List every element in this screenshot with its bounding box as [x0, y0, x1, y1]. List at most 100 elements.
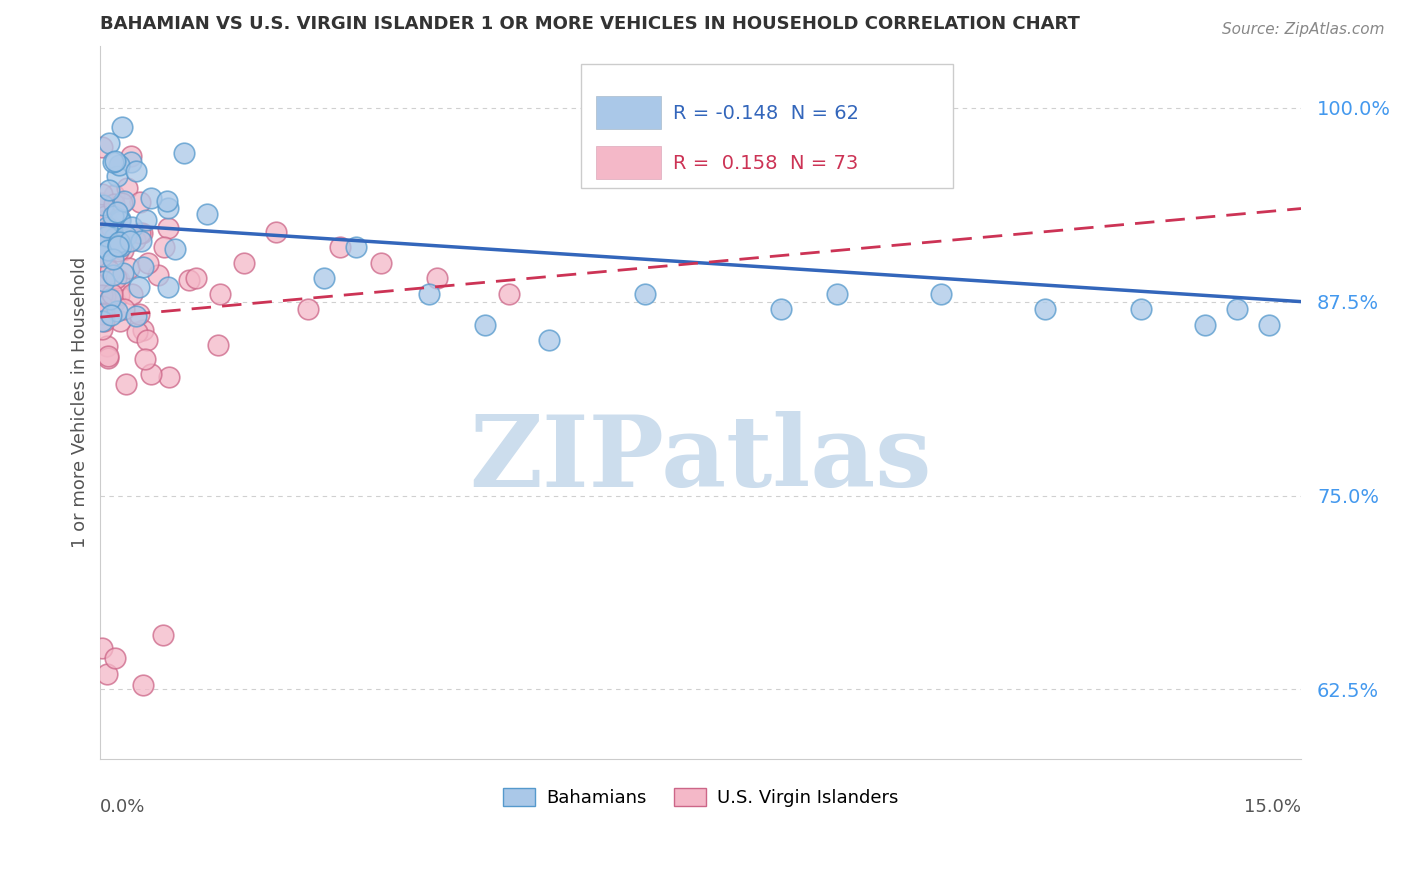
Point	[93, 233, 115, 247]
Text: R =  0.158  N = 73: R = 0.158 N = 73	[673, 154, 858, 173]
Point	[96, 229, 118, 244]
Point	[104, 294, 127, 309]
Y-axis label: 1 or more Vehicles in Household: 1 or more Vehicles in Household	[72, 257, 89, 548]
Point	[91, 198, 114, 212]
Point	[128, 279, 150, 293]
Point	[141, 191, 163, 205]
Point	[138, 256, 160, 270]
Point	[135, 213, 157, 227]
Point	[120, 155, 142, 169]
Point	[103, 238, 125, 252]
Text: R = -0.148  N = 62: R = -0.148 N = 62	[673, 104, 859, 123]
Point	[97, 351, 120, 366]
Point	[209, 286, 232, 301]
Point	[825, 286, 848, 301]
Point	[346, 240, 368, 254]
Point	[111, 243, 134, 257]
FancyBboxPatch shape	[581, 63, 953, 188]
FancyBboxPatch shape	[596, 96, 661, 129]
Point	[111, 196, 134, 211]
Point	[118, 261, 141, 276]
Point	[115, 376, 138, 391]
Point	[108, 313, 131, 327]
Point	[266, 225, 288, 239]
Point	[108, 288, 131, 302]
Point	[418, 286, 440, 301]
Point	[425, 271, 447, 285]
Point	[103, 231, 125, 245]
Point	[94, 209, 117, 223]
FancyBboxPatch shape	[596, 146, 661, 179]
Point	[1033, 302, 1056, 317]
Point	[929, 286, 952, 301]
Point	[139, 367, 162, 381]
Point	[98, 136, 121, 150]
Point	[1258, 318, 1281, 332]
Point	[769, 302, 792, 317]
Point	[129, 227, 152, 241]
Point	[96, 219, 118, 234]
Point	[107, 239, 129, 253]
Point	[129, 194, 152, 209]
Point	[537, 334, 560, 348]
Point	[101, 268, 124, 282]
Point	[91, 196, 114, 211]
Point	[120, 234, 142, 248]
Point	[1129, 302, 1152, 317]
Legend: Bahamians, U.S. Virgin Islanders: Bahamians, U.S. Virgin Islanders	[496, 781, 905, 814]
Point	[370, 256, 392, 270]
Point	[91, 186, 114, 201]
Point	[165, 242, 187, 256]
Point	[115, 229, 138, 244]
Point	[96, 339, 118, 353]
Point	[1226, 302, 1249, 317]
Point	[91, 306, 114, 320]
Point	[120, 149, 142, 163]
Point	[103, 196, 125, 211]
Point	[132, 260, 155, 274]
Point	[110, 225, 132, 239]
Point	[125, 309, 148, 323]
Point	[111, 266, 134, 280]
Point	[107, 244, 129, 258]
Text: ZIPatlas: ZIPatlas	[470, 411, 932, 508]
Point	[107, 238, 129, 252]
Text: 15.0%: 15.0%	[1244, 798, 1301, 816]
Point	[173, 145, 195, 160]
Point	[100, 219, 122, 234]
Point	[103, 188, 125, 202]
Point	[96, 300, 118, 314]
Point	[104, 153, 127, 168]
Point	[131, 323, 153, 337]
Point	[121, 286, 143, 301]
Point	[107, 235, 129, 249]
Point	[314, 271, 336, 285]
Point	[110, 239, 132, 253]
Point	[124, 233, 146, 247]
Point	[93, 230, 115, 244]
Point	[103, 154, 125, 169]
Point	[105, 205, 128, 219]
Point	[128, 307, 150, 321]
Point	[91, 313, 114, 327]
Text: Source: ZipAtlas.com: Source: ZipAtlas.com	[1222, 22, 1385, 37]
Point	[93, 274, 115, 288]
Point	[91, 322, 114, 336]
Point	[105, 304, 128, 318]
Point	[115, 181, 138, 195]
Point	[93, 306, 115, 320]
Point	[112, 302, 135, 317]
Point	[98, 183, 121, 197]
Point	[207, 338, 229, 352]
Point	[131, 226, 153, 240]
Point	[297, 302, 319, 317]
Point	[93, 251, 115, 265]
Point	[1194, 318, 1216, 332]
Point	[153, 240, 176, 254]
Point	[105, 271, 128, 285]
Point	[146, 268, 169, 282]
Point	[94, 255, 117, 269]
Point	[108, 212, 131, 227]
Point	[94, 289, 117, 303]
Point	[101, 286, 124, 301]
